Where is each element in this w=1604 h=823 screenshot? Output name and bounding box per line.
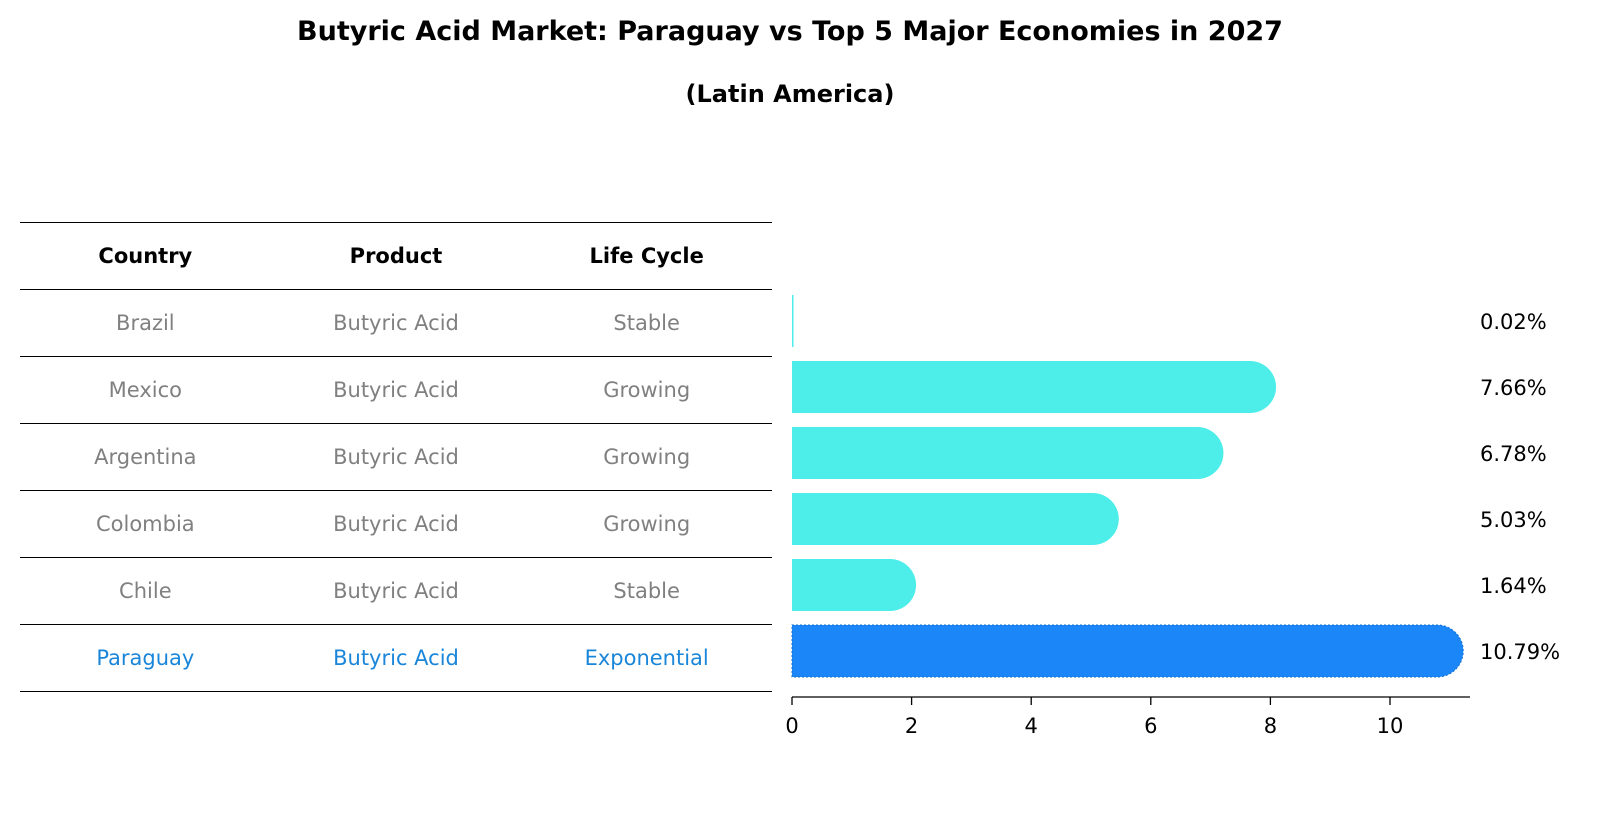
- cell-product: Butyric Acid: [333, 646, 459, 670]
- bar-paraguay: [791, 624, 1464, 678]
- cell-life-cycle: Stable: [613, 579, 680, 603]
- table-row: Brazil Butyric Acid Stable: [20, 289, 772, 356]
- table-row-highlight: Paraguay Butyric Acid Exponential: [20, 624, 772, 692]
- header-life-cycle: Life Cycle: [589, 244, 704, 268]
- bar-mexico: [792, 361, 1277, 413]
- data-label: 1.64%: [1480, 574, 1547, 598]
- header-product: Product: [349, 244, 443, 268]
- x-tick-label: 10: [1377, 714, 1404, 738]
- cell-country: Argentina: [94, 445, 197, 469]
- data-label: 5.03%: [1480, 508, 1547, 532]
- data-label: 7.66%: [1480, 376, 1547, 400]
- chart-title: Butyric Acid Market: Paraguay vs Top 5 M…: [297, 16, 1283, 47]
- chart-subtitle: (Latin America): [685, 80, 895, 108]
- table-row: Chile Butyric Acid Stable: [20, 557, 772, 624]
- bar-argentina: [792, 427, 1224, 479]
- x-tick-label: 4: [1025, 714, 1038, 738]
- data-label: 0.02%: [1480, 310, 1547, 334]
- cell-country: Mexico: [108, 378, 182, 402]
- cell-country: Chile: [119, 579, 172, 603]
- cell-country: Colombia: [95, 512, 195, 536]
- table-row: Argentina Butyric Acid Growing: [20, 423, 772, 490]
- cell-life-cycle: Growing: [603, 378, 691, 402]
- x-tick-label: 2: [905, 714, 918, 738]
- bar-chile: [792, 559, 917, 611]
- cell-country: Paraguay: [96, 646, 195, 670]
- header-country: Country: [98, 244, 193, 268]
- cell-life-cycle: Growing: [603, 512, 691, 536]
- data-label: 6.78%: [1480, 442, 1547, 466]
- cell-product: Butyric Acid: [333, 579, 459, 603]
- cell-product: Butyric Acid: [333, 445, 459, 469]
- x-tick-label: 0: [785, 714, 798, 738]
- table-header-row: Country Product Life Cycle: [20, 222, 772, 289]
- cell-product: Butyric Acid: [333, 378, 459, 402]
- cell-product: Butyric Acid: [333, 311, 459, 335]
- table-row: Colombia Butyric Acid Growing: [20, 490, 772, 557]
- cell-country: Brazil: [116, 311, 175, 335]
- table-row: Mexico Butyric Acid Growing: [20, 356, 772, 423]
- bar-colombia: [792, 493, 1119, 545]
- cell-life-cycle: Exponential: [584, 646, 709, 670]
- x-tick-label: 6: [1144, 714, 1157, 738]
- x-tick-label: 8: [1264, 714, 1277, 738]
- bar-brazil: [792, 295, 794, 347]
- cell-life-cycle: Growing: [603, 445, 691, 469]
- data-label: 10.79%: [1480, 640, 1560, 664]
- cell-product: Butyric Acid: [333, 512, 459, 536]
- country-table: Country Product Life Cycle Brazil Butyri…: [20, 222, 772, 692]
- cell-life-cycle: Stable: [613, 311, 680, 335]
